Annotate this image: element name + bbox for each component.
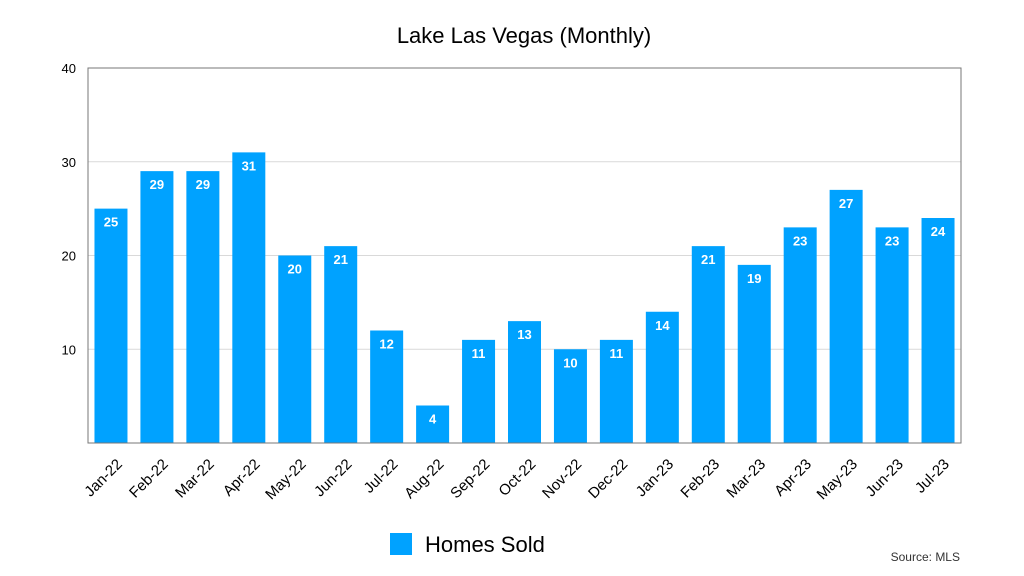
x-tick-label: May-23 [814, 456, 861, 503]
data-label: 23 [885, 233, 899, 248]
x-tick-label: Apr-23 [771, 456, 815, 500]
x-tick-label: Jul-23 [912, 456, 953, 497]
bar [278, 255, 312, 443]
y-tick-label: 10 [62, 342, 76, 357]
data-label: 4 [429, 412, 437, 427]
x-tick-label: Nov-22 [539, 456, 585, 502]
data-label: 11 [472, 346, 486, 361]
data-label: 11 [610, 346, 624, 361]
x-tick-label: Jun-22 [311, 456, 355, 500]
data-label: 31 [242, 158, 256, 173]
x-tick-label: Oct-22 [495, 456, 539, 500]
x-tick-label: Jan-23 [633, 456, 677, 500]
bar [829, 189, 863, 443]
bar [875, 227, 909, 443]
data-label: 21 [701, 252, 715, 267]
x-tick-label: May-22 [262, 456, 309, 503]
bar [737, 264, 771, 443]
y-tick-label: 30 [62, 155, 76, 170]
y-axis: 10 20 30 40 [62, 61, 76, 357]
bar [232, 152, 266, 443]
bar [921, 218, 955, 443]
bar [462, 339, 496, 443]
data-label: 10 [563, 355, 577, 370]
bar [370, 330, 404, 443]
x-tick-label: Mar-22 [172, 456, 218, 502]
legend-label: Homes Sold [425, 532, 545, 557]
chart-title: Lake Las Vegas (Monthly) [397, 23, 651, 48]
bar [599, 339, 633, 443]
bar [691, 246, 725, 443]
x-tick-label: Dec-22 [585, 456, 631, 502]
x-tick-label: Jun-23 [862, 456, 906, 500]
x-tick-label: Feb-22 [126, 456, 172, 502]
x-tick-label: Mar-23 [723, 456, 769, 502]
y-tick-label: 40 [62, 61, 76, 76]
bar [783, 227, 817, 443]
bar [140, 171, 174, 443]
bar [508, 321, 541, 443]
data-label: 14 [655, 318, 670, 333]
data-label: 24 [931, 224, 946, 239]
legend-swatch [390, 533, 412, 555]
bar [94, 208, 128, 443]
data-label: 13 [517, 327, 531, 342]
x-tick-label: Sep-22 [447, 456, 493, 502]
x-tick-label: Apr-22 [220, 456, 264, 500]
data-label: 29 [196, 177, 210, 192]
bar [645, 311, 679, 443]
bar [186, 171, 220, 443]
data-label: 23 [793, 233, 807, 248]
data-label: 25 [104, 215, 118, 230]
bar [324, 246, 358, 443]
y-tick-label: 20 [62, 249, 76, 264]
x-tick-label: Aug-22 [401, 456, 447, 502]
x-tick-label: Jan-22 [81, 456, 125, 500]
data-label: 20 [288, 262, 302, 277]
plot-frame [87, 67, 962, 444]
source-note: Source: MLS [891, 550, 960, 564]
data-label: 29 [150, 177, 164, 192]
legend: Homes Sold [390, 532, 545, 557]
data-label: 19 [747, 271, 761, 286]
x-tick-label: Feb-23 [677, 456, 723, 502]
x-tick-label: Jul-22 [361, 456, 402, 497]
bar [416, 405, 450, 443]
bar [553, 349, 587, 443]
bars: 25 29 29 31 20 21 12 4 11 13 10 11 14 21 19 23 27 23 24 [94, 152, 955, 443]
data-label: 27 [839, 196, 853, 211]
data-label: 12 [379, 337, 393, 352]
data-label: 21 [333, 252, 347, 267]
